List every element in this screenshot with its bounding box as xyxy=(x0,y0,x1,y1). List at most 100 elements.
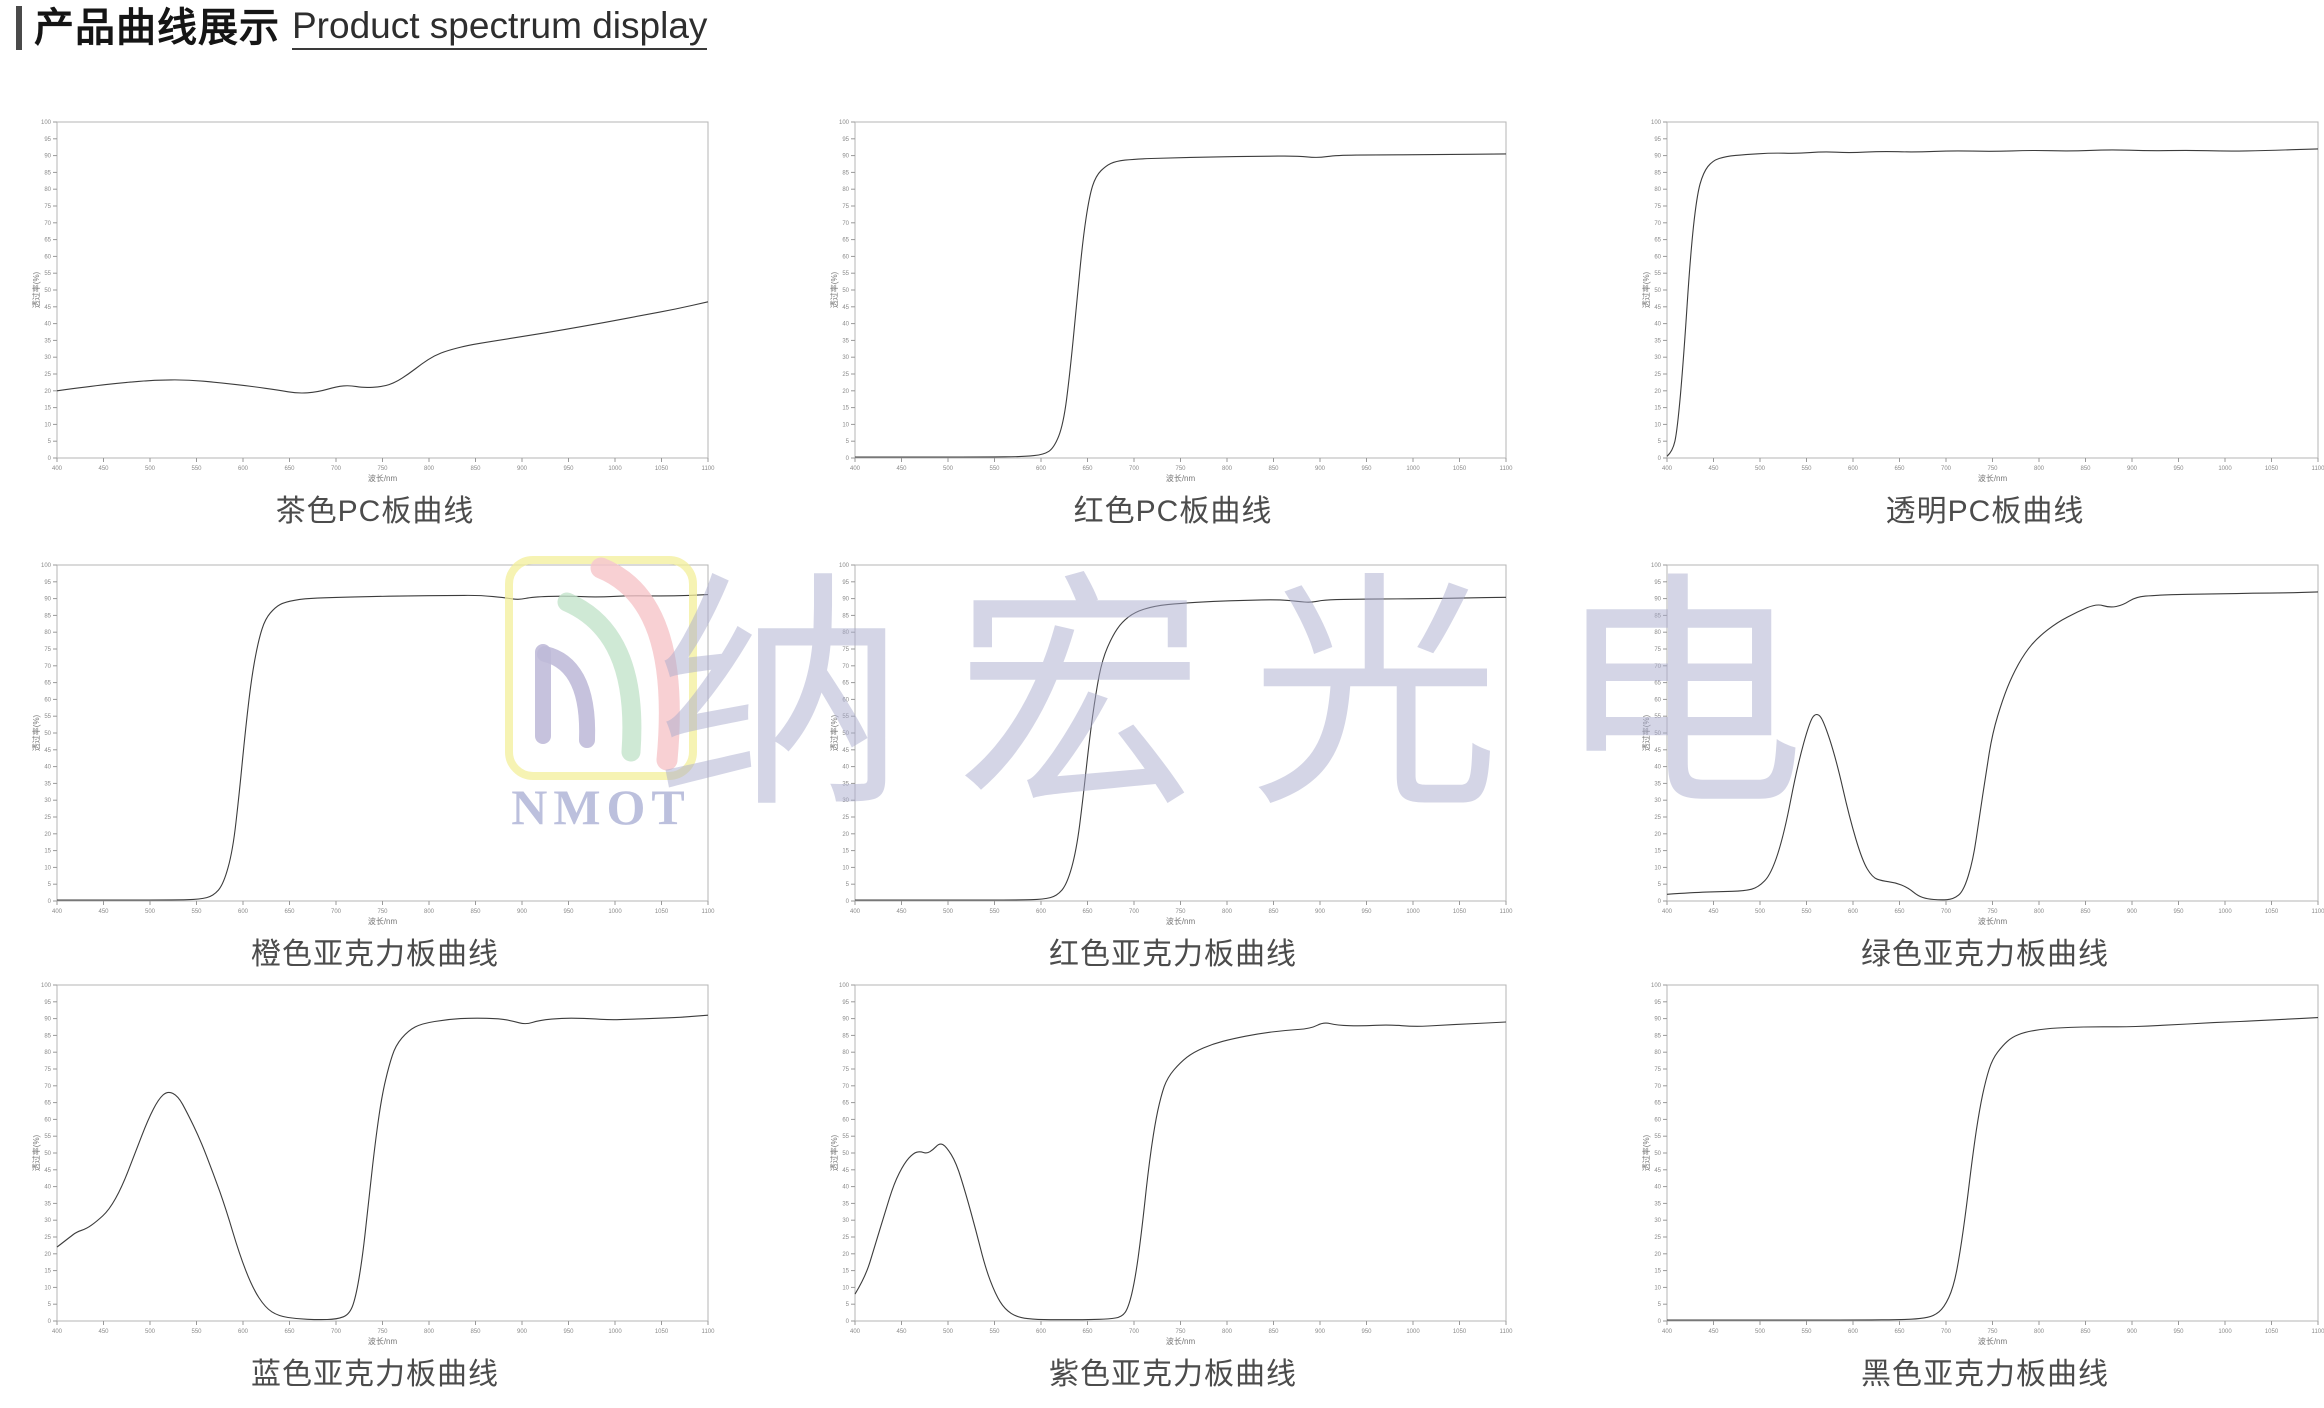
spectrum-chart-5: 0 5 10 15 20 25 30 35 40 45 50 55 60 65 70 75 80 85 90 95 10… xyxy=(828,543,1518,983)
y-tick-label: 15 xyxy=(842,1269,849,1275)
x-tick-label: 1050 xyxy=(655,466,669,472)
x-tick-label: 900 xyxy=(1315,1329,1326,1335)
y-tick-label: 90 xyxy=(44,1017,51,1023)
y-tick-label: 60 xyxy=(1654,1117,1661,1123)
chart-caption: 蓝色亚克力板曲线 xyxy=(251,1358,499,1391)
spectrum-curve xyxy=(855,596,1507,901)
y-tick-label: 15 xyxy=(842,406,849,412)
x-tick-label: 800 xyxy=(2034,466,2045,472)
x-axis-label: 波长/nm xyxy=(368,1336,398,1346)
spectrum-curve xyxy=(1667,1017,2319,1321)
spectrum-curve xyxy=(57,594,709,901)
y-tick-label: 40 xyxy=(1654,765,1661,771)
y-tick-label: 60 xyxy=(44,697,51,703)
y-axis-label: 透过率(%) xyxy=(829,1134,839,1171)
x-tick-label: 850 xyxy=(470,466,481,472)
y-tick-label: 80 xyxy=(842,1050,849,1056)
chart-caption: 紫色亚克力板曲线 xyxy=(1049,1358,1297,1391)
y-tick-label: 60 xyxy=(842,254,849,260)
x-tick-label: 700 xyxy=(1129,1329,1140,1335)
chart-caption: 红色亚克力板曲线 xyxy=(1049,938,1297,971)
y-tick-label: 50 xyxy=(842,288,849,294)
y-tick-label: 30 xyxy=(842,355,849,361)
y-tick-label: 50 xyxy=(842,1151,849,1157)
x-tick-label: 400 xyxy=(52,909,63,915)
y-tick-label: 80 xyxy=(44,1050,51,1056)
y-tick-label: 40 xyxy=(1654,1185,1661,1191)
x-tick-label: 1050 xyxy=(2265,909,2279,915)
plot-frame xyxy=(56,121,709,459)
x-tick-label: 550 xyxy=(1801,1329,1812,1335)
x-tick-label: 900 xyxy=(2127,909,2138,915)
y-tick-label: 100 xyxy=(41,563,52,569)
y-tick-label: 25 xyxy=(1654,1235,1661,1241)
spectrum-curve xyxy=(56,1014,709,1321)
y-tick-label: 55 xyxy=(1654,714,1661,720)
y-tick-label: 15 xyxy=(44,849,51,855)
y-tick-label: 40 xyxy=(842,322,849,328)
x-tick-label: 550 xyxy=(989,909,1000,915)
x-tick-label: 1100 xyxy=(2312,909,2324,915)
x-tick-label: 450 xyxy=(98,909,109,915)
y-tick-label: 60 xyxy=(44,254,51,260)
x-tick-label: 950 xyxy=(1361,909,1372,915)
y-axis-label: 透过率(%) xyxy=(829,714,839,751)
x-tick-label: 900 xyxy=(517,466,528,472)
x-tick-label: 550 xyxy=(1801,909,1812,915)
y-tick-label: 5 xyxy=(846,882,850,888)
y-tick-label: 25 xyxy=(1654,372,1661,378)
x-tick-label: 900 xyxy=(1315,909,1326,915)
x-tick-label: 950 xyxy=(563,466,574,472)
y-tick-label: 75 xyxy=(842,204,849,210)
chart-caption: 红色PC板曲线 xyxy=(1073,495,1273,528)
x-tick-label: 850 xyxy=(2080,909,2091,915)
y-tick-label: 0 xyxy=(48,456,52,462)
y-tick-label: 35 xyxy=(44,1201,51,1207)
x-tick-label: 450 xyxy=(896,466,907,472)
spectrum-plot: 0 5 10 15 20 25 30 35 40 45 50 55 60 65 70 75 80 85 90 95 10… xyxy=(31,983,715,1346)
y-tick-label: 15 xyxy=(44,1269,51,1275)
spectrum-curve xyxy=(854,1021,1507,1321)
plot-frame xyxy=(854,564,1507,902)
plot-frame xyxy=(854,121,1507,459)
x-tick-label: 600 xyxy=(1036,909,1047,915)
y-tick-label: 95 xyxy=(1654,137,1661,143)
x-tick-label: 750 xyxy=(377,909,388,915)
y-tick-label: 30 xyxy=(44,1218,51,1224)
x-tick-label: 550 xyxy=(191,466,202,472)
x-tick-label: 450 xyxy=(1708,909,1719,915)
y-tick-label: 100 xyxy=(839,983,850,989)
y-tick-label: 65 xyxy=(1654,1101,1661,1107)
y-tick-label: 25 xyxy=(44,815,51,821)
y-tick-label: 95 xyxy=(44,1000,51,1006)
y-tick-label: 75 xyxy=(1654,204,1661,210)
x-tick-label: 850 xyxy=(1268,1329,1279,1335)
x-tick-label: 600 xyxy=(1848,909,1859,915)
y-tick-label: 40 xyxy=(842,765,849,771)
x-tick-label: 950 xyxy=(2173,466,2184,472)
y-tick-label: 80 xyxy=(842,187,849,193)
y-tick-label: 50 xyxy=(44,288,51,294)
y-tick-label: 70 xyxy=(842,221,849,227)
y-tick-label: 70 xyxy=(44,1084,51,1090)
page-title-zh: 产品曲线展示 xyxy=(34,6,280,50)
spectrum-plot: 0 5 10 15 20 25 30 35 40 45 50 55 60 65 70 75 80 85 90 95 10… xyxy=(31,120,715,483)
x-tick-label: 900 xyxy=(517,1329,528,1335)
y-tick-label: 0 xyxy=(846,899,850,905)
y-tick-label: 55 xyxy=(1654,271,1661,277)
y-tick-label: 60 xyxy=(1654,697,1661,703)
x-tick-label: 1000 xyxy=(608,466,622,472)
y-tick-label: 85 xyxy=(842,613,849,619)
y-tick-label: 15 xyxy=(842,849,849,855)
title-accent-bar xyxy=(16,6,22,50)
y-tick-label: 30 xyxy=(842,1218,849,1224)
y-tick-label: 80 xyxy=(44,187,51,193)
y-axis-label: 透过率(%) xyxy=(31,1134,41,1171)
x-tick-label: 600 xyxy=(1848,1329,1859,1335)
x-tick-label: 800 xyxy=(2034,1329,2045,1335)
x-tick-label: 600 xyxy=(238,466,249,472)
x-tick-label: 650 xyxy=(1894,909,1905,915)
y-tick-label: 35 xyxy=(842,338,849,344)
x-tick-label: 500 xyxy=(943,466,954,472)
